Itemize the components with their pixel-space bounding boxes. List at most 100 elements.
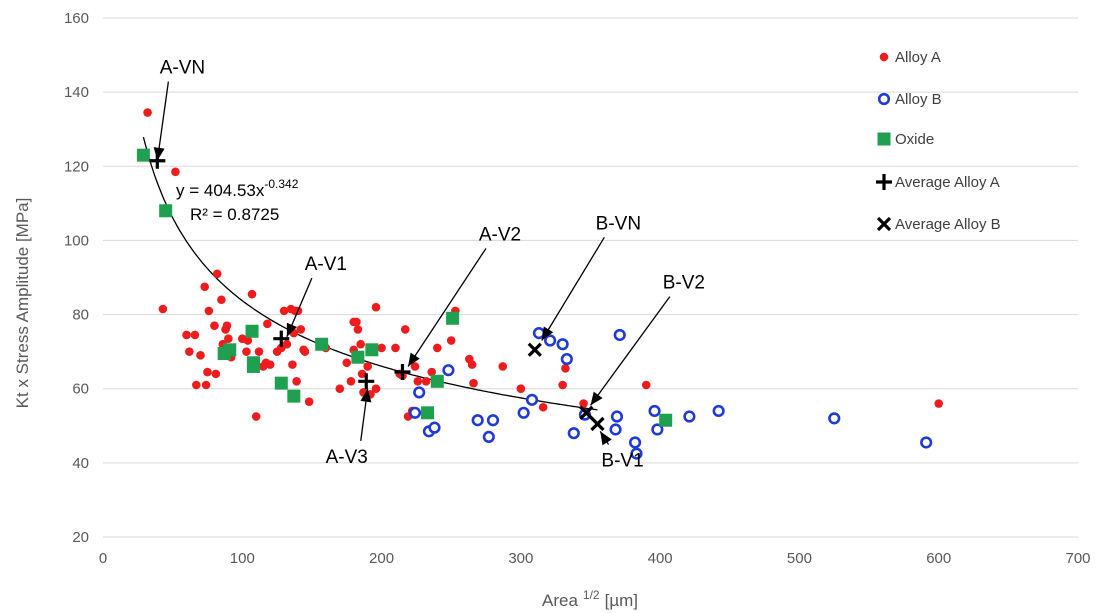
- oxide-point: [246, 359, 260, 373]
- oxide-point: [430, 374, 444, 388]
- alloy-a-point: [561, 364, 570, 373]
- alloy-a-point: [182, 330, 191, 340]
- alloy-a-point: [254, 347, 264, 356]
- annotation-label: B-V2: [663, 273, 705, 294]
- average-alloy-a-point: [394, 364, 411, 381]
- alloy-a-point: [143, 108, 152, 117]
- average-alloy-a-point: [273, 330, 290, 347]
- alloy-a-point: [353, 325, 363, 334]
- alloy-b-point: [828, 412, 841, 425]
- trendline-equation: y = 404.53x-0.342: [176, 177, 299, 200]
- annotation-label: A-V2: [479, 224, 521, 245]
- annotation-arrowhead: [153, 147, 165, 161]
- alloy-a-point: [279, 306, 289, 316]
- legend-marker: [879, 52, 889, 62]
- legend-label: Oxide: [895, 131, 934, 148]
- annotation-arrow: [156, 81, 170, 161]
- annotation-label: B-V1: [601, 451, 643, 472]
- oxide-point: [446, 311, 460, 325]
- grid-lines: [103, 17, 1078, 538]
- trendline: [142, 136, 598, 411]
- alloy-b-point: [920, 436, 933, 449]
- alloy-a-point: [242, 347, 251, 356]
- alloy-a-point: [934, 399, 944, 408]
- alloy-b-point: [525, 393, 539, 406]
- alloy-a-point: [371, 384, 381, 394]
- alloy-a-point: [335, 384, 345, 394]
- alloy-a-point: [247, 289, 257, 299]
- trendline-exponent: -0.342: [264, 177, 298, 191]
- alloy-a-point: [212, 269, 222, 279]
- alloy-a-point: [288, 360, 297, 369]
- legend-label: Average Alloy A: [895, 174, 1000, 191]
- legend-marker: [876, 216, 892, 232]
- annotations: A-VN A-V1 A-V2 A-V3 B-VN B-V2 B-V1: [153, 58, 705, 472]
- alloy-a-point: [263, 319, 272, 329]
- oxide-point: [245, 324, 259, 338]
- alloy-b-point: [471, 414, 484, 427]
- alloy-a-point: [391, 343, 400, 353]
- alloy-a-point: [203, 367, 212, 377]
- average-alloy-a-point: [358, 373, 375, 390]
- y-tick-label: 80: [72, 307, 89, 324]
- average-alloy-b-point: [527, 342, 542, 357]
- alloy-a-point: [371, 302, 381, 312]
- annotation-label: B-VN: [596, 213, 641, 234]
- alloy-a-point: [204, 306, 214, 316]
- alloy-a-point: [158, 304, 168, 314]
- alloy-b-point: [560, 352, 573, 366]
- alloy-a-point: [300, 347, 310, 356]
- oxide-point: [136, 148, 150, 162]
- alloy-a-point: [469, 378, 478, 388]
- legend-marker: [877, 132, 891, 146]
- y-axis-title: Kt x Stress Amplitude [MPa]: [13, 198, 32, 409]
- legend-label: Average Alloy B: [895, 216, 1001, 233]
- x-axis-title-unit: [µm]: [605, 591, 638, 610]
- oxide-point: [223, 343, 237, 357]
- y-tick-label: 120: [64, 158, 89, 175]
- alloy-b-point: [482, 430, 495, 444]
- oxide-point: [659, 413, 673, 427]
- alloy-a-point: [377, 343, 386, 353]
- oxide-point: [421, 406, 435, 420]
- alloy-a-point: [357, 369, 367, 379]
- x-tick-label: 400: [648, 550, 673, 567]
- alloy-a-point: [224, 334, 233, 343]
- alloy-a-point: [171, 167, 180, 177]
- x-tick-labels: 0 100 200 300 400 500 600 700: [99, 550, 1091, 567]
- alloy-a-point: [196, 351, 205, 360]
- alloy-a-point: [190, 330, 200, 340]
- alloy-a-point: [352, 317, 361, 327]
- alloy-a-point: [200, 282, 209, 292]
- alloy-a-point: [282, 339, 292, 349]
- alloy-a-point: [427, 367, 437, 377]
- oxide-point: [274, 376, 288, 390]
- alloy-b-point: [648, 404, 661, 418]
- average-alloy-b-point: [590, 416, 605, 432]
- legend-label: Alloy A: [895, 49, 941, 66]
- x-tick-label: 300: [508, 550, 533, 567]
- y-tick-label: 140: [64, 84, 89, 101]
- y-tick-label: 100: [64, 232, 89, 249]
- oxide-point: [351, 350, 365, 364]
- alloy-a-point: [432, 343, 442, 353]
- alloy-a-point: [356, 339, 365, 349]
- alloy-a-point: [185, 347, 194, 356]
- data-markers: [136, 108, 944, 460]
- annotation-arrowhead: [286, 322, 298, 337]
- alloy-b-point: [712, 404, 725, 418]
- y-tick-label: 20: [72, 529, 89, 546]
- oxide-point: [287, 389, 301, 403]
- x-tick-label: 500: [787, 550, 812, 567]
- alloy-b-point: [413, 386, 426, 399]
- alloy-a-point: [304, 397, 314, 406]
- annotation-label: A-VN: [160, 58, 205, 79]
- alloy-a-point: [558, 380, 567, 390]
- y-tick-label: 60: [72, 381, 89, 398]
- alloy-a-point: [467, 360, 477, 369]
- alloy-a-point: [243, 336, 253, 345]
- annotation-label: A-V3: [326, 447, 368, 468]
- legend-marker: [876, 174, 892, 190]
- alloy-b-point: [651, 423, 664, 436]
